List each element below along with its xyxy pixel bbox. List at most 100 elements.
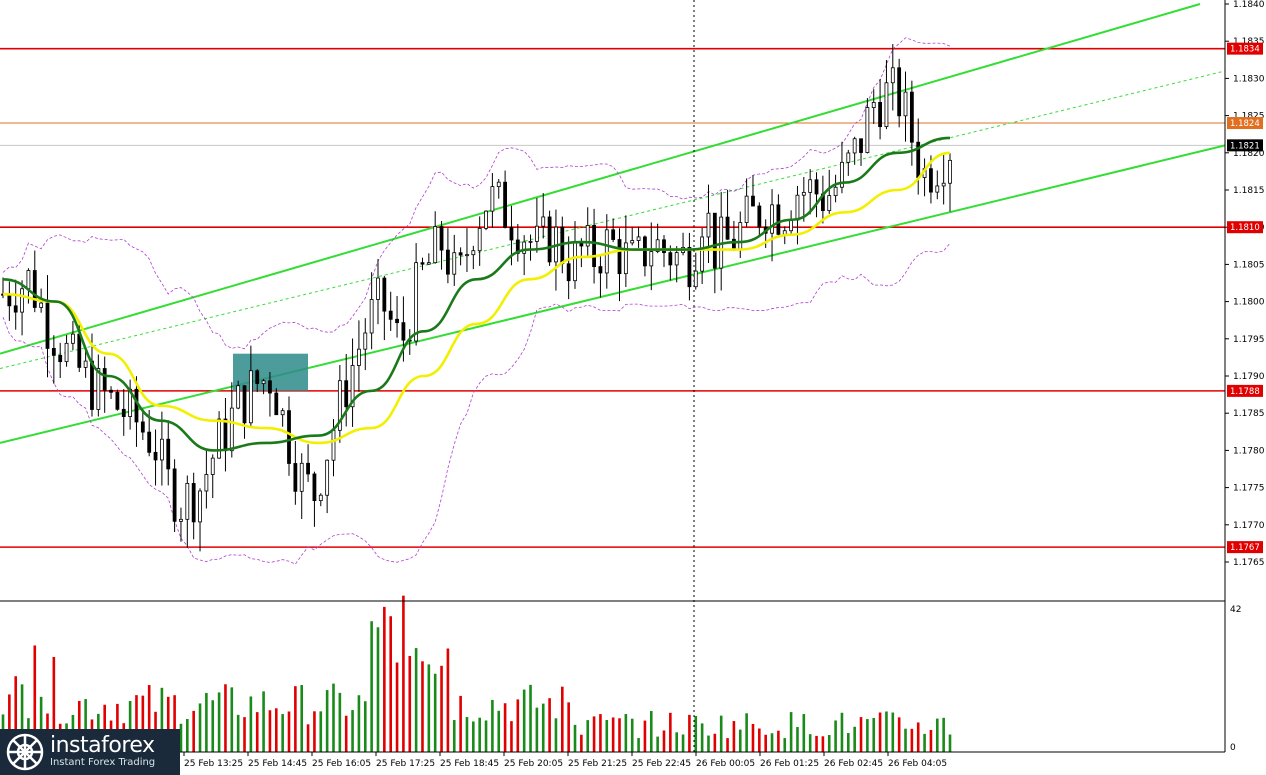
candle-body (795, 194, 800, 221)
candle-body (687, 246, 692, 288)
candle-body (433, 226, 438, 264)
volume-bar (205, 692, 208, 752)
candle-body (732, 238, 736, 250)
price-tick-label: 1.1765 (1233, 558, 1265, 568)
candle-body (706, 212, 711, 238)
candle-body (217, 418, 221, 459)
price-tick-label: 1.1805 (1233, 260, 1265, 270)
candle-body (382, 277, 387, 312)
volume-bar (510, 721, 513, 752)
price-tick-label: 1.1835 (1233, 37, 1265, 47)
candle-body (363, 332, 368, 350)
time-tick-label: 25 Feb 16:05 (312, 759, 371, 769)
volume-bar (910, 728, 914, 752)
candle-body (490, 186, 495, 212)
candle-body (426, 262, 431, 265)
candle-body (770, 204, 774, 234)
candle-body (655, 239, 660, 252)
candle-body (255, 370, 260, 384)
candle-body (948, 159, 952, 184)
candle-body (623, 242, 628, 275)
candle-body (884, 82, 889, 128)
volume-bar (815, 735, 818, 752)
current-price-label: 1.1821 (1230, 141, 1260, 151)
candle-body (662, 239, 666, 254)
candle-body (223, 418, 228, 452)
volume-bar (713, 733, 717, 752)
candle-body (604, 229, 609, 274)
candle-body (808, 179, 813, 193)
time-axis-labels: 25 Feb 13:25 25 Feb 14:45 25 Feb 16:05 25 F… (183, 752, 947, 769)
volume-bar (217, 692, 221, 752)
candle-body (522, 241, 527, 254)
volume-bar (325, 690, 329, 752)
volume-bar (395, 662, 399, 752)
candle-body (534, 225, 539, 242)
candle-body (566, 263, 571, 282)
volume-bar (580, 734, 583, 752)
volume-bar (497, 710, 501, 752)
candle-body (248, 370, 253, 424)
volume-bar (681, 734, 685, 752)
volume-bar (465, 717, 469, 752)
time-tick-label: 26 Feb 00:05 (696, 759, 755, 769)
candle-body (929, 168, 933, 193)
candle-body (712, 212, 717, 269)
volume-bar (738, 729, 742, 752)
candle-body (515, 239, 520, 254)
candle-body (77, 333, 82, 368)
volume-bar (567, 702, 570, 752)
time-tick-label: 26 Feb 01:25 (760, 759, 819, 769)
volume-bar (116, 703, 119, 752)
volume-bar (344, 715, 348, 752)
candle-body (331, 429, 336, 461)
candle-body (198, 490, 202, 523)
price-tick-label: 1.1815 (1233, 186, 1265, 196)
candle-body (509, 227, 514, 241)
volume-bar (891, 712, 895, 752)
candle-body (115, 391, 120, 410)
volume-bar (827, 735, 831, 752)
candle-body (528, 240, 533, 243)
candle-body (32, 270, 37, 308)
volume-bar (8, 694, 11, 752)
volume-bar (319, 711, 323, 752)
price-tick-label: 1.1790 (1233, 372, 1265, 382)
candle-body (274, 392, 279, 416)
price-tick-label: 1.1825 (1233, 112, 1265, 122)
volume-bar (847, 733, 850, 752)
price-tick-label: 1.1785 (1233, 409, 1265, 419)
candle-body (674, 252, 679, 266)
candle-body (210, 457, 215, 475)
volume-bar (624, 714, 628, 752)
candle-body (83, 360, 88, 368)
candle-body (191, 483, 196, 523)
volume-bar (186, 718, 189, 752)
volume-bar (20, 684, 24, 752)
candle-body (357, 348, 361, 366)
candle-body (166, 438, 171, 470)
volume-bar (249, 696, 253, 752)
volume-bar (281, 714, 284, 752)
volume-bar (376, 627, 380, 752)
candle-body (147, 431, 152, 453)
candle-body (846, 152, 851, 163)
candle-body (242, 385, 247, 424)
volume-bar (548, 698, 551, 752)
volume-bar (649, 711, 653, 752)
chart-axes (0, 0, 1226, 753)
price-tick-label: 1.1770 (1233, 521, 1265, 531)
candle-body (668, 252, 673, 266)
level-price-tags: 1.1834 1.1824 1.1810 1.1788 1.1767 1.1821 (1227, 42, 1263, 554)
instaforex-logo: instaforex Instant Forex Trading (0, 729, 180, 775)
volume-bar (313, 711, 316, 752)
candle-body (445, 249, 450, 275)
candle-body (261, 380, 266, 384)
volume-bar (789, 712, 793, 752)
candle-body (840, 161, 844, 188)
time-tick-label: 25 Feb 17:25 (376, 759, 435, 769)
volume-bar (783, 738, 787, 752)
volume-bar (14, 676, 18, 752)
candle-body (458, 252, 463, 256)
price-tick-label: 1.1800 (1233, 298, 1265, 308)
